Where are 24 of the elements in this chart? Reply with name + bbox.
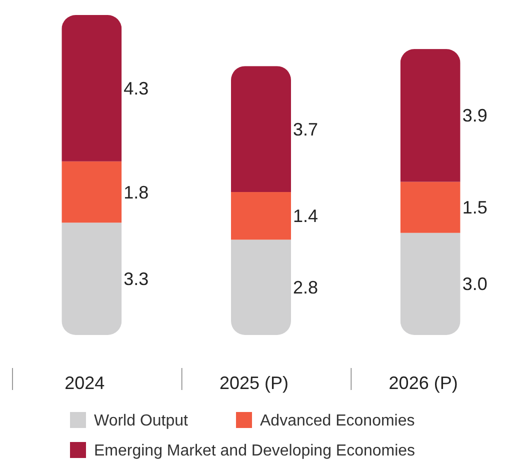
- bar: [62, 222, 122, 335]
- data-label: 3.7: [293, 119, 318, 140]
- x-tick-label: 2024: [64, 373, 105, 393]
- bar: [62, 161, 122, 223]
- bar: [231, 192, 291, 240]
- x-tick-label: 2026 (P): [388, 373, 458, 393]
- data-label: 1.5: [462, 198, 488, 218]
- legend-label: World Output: [94, 412, 189, 430]
- bar: [400, 232, 460, 335]
- data-label: 1.4: [293, 206, 318, 226]
- data-label: 4.3: [124, 78, 149, 98]
- legend-label: Advanced Economies: [260, 412, 415, 430]
- bar: [62, 15, 122, 162]
- bar: [400, 49, 460, 182]
- bar: [231, 240, 291, 335]
- legend-label: Emerging Market and Developing Economies: [94, 442, 416, 460]
- data-label: 3.0: [462, 274, 488, 294]
- data-label: 3.9: [462, 106, 488, 126]
- data-label: 2.8: [293, 278, 318, 298]
- data-label: 1.8: [124, 182, 149, 202]
- data-label: 3.3: [124, 269, 149, 290]
- x-tick-label: 2025 (P): [219, 373, 289, 393]
- bar: [400, 182, 460, 233]
- bar: [231, 66, 291, 192]
